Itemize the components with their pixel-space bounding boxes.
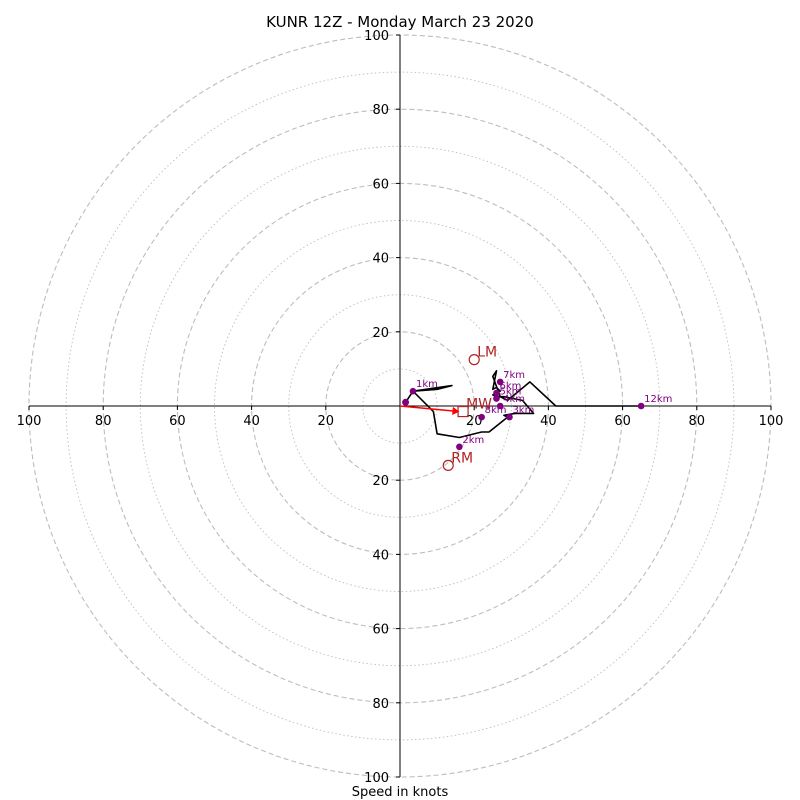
x-tick-label: 40 <box>243 414 260 429</box>
x-tick-label: 80 <box>689 414 706 429</box>
y-tick-label: 60 <box>372 623 389 638</box>
y-tick-label: 20 <box>372 326 389 341</box>
chart-title: KUNR 12Z - Monday March 23 2020 <box>266 13 534 31</box>
x-tick-label: 40 <box>540 414 557 429</box>
x-tick-label: 100 <box>759 414 784 429</box>
y-tick-label: 100 <box>364 29 389 44</box>
storm-label-RM: RM <box>451 450 473 466</box>
surface-point <box>402 398 410 406</box>
x-tick-label: 20 <box>318 414 335 429</box>
height-marker-6km <box>493 389 500 397</box>
height-marker-7km <box>496 378 504 386</box>
height-marker-8km <box>478 413 485 421</box>
x-tick-label: 20 <box>466 414 483 429</box>
y-tick-label: 100 <box>364 771 389 786</box>
y-tick-label: 20 <box>372 474 389 489</box>
height-label-5km: 5km <box>499 387 521 398</box>
height-marker-4km <box>496 402 504 410</box>
tick-labels: 100 80 60 40 20 20 40 60 80 100 100 80 60 40 20 20 40 60 8… <box>17 29 784 786</box>
mean-wind-vector <box>399 405 460 416</box>
height-label-6km: 6km <box>499 381 521 392</box>
x-axis-label: Speed in knots <box>352 785 449 800</box>
hodograph-trace <box>404 369 642 439</box>
y-tick-label: 40 <box>372 548 389 563</box>
height-marker-3km <box>506 413 513 421</box>
y-tick-label: 60 <box>372 177 389 192</box>
height-label-4km: 4km <box>503 394 525 405</box>
y-tick-label: 80 <box>372 103 389 118</box>
y-tick-label: 80 <box>372 697 389 712</box>
x-tick-label: 100 <box>17 414 42 429</box>
storm-motion-markers: LM RM MW <box>442 345 497 471</box>
storm-marker-LM <box>468 354 480 366</box>
storm-label-MW: MW <box>466 397 492 413</box>
y-tick-label: 40 <box>372 252 389 267</box>
mean-wind-shaft <box>399 405 454 412</box>
hodograph-line <box>404 369 642 439</box>
storm-marker-MW <box>457 405 469 418</box>
x-tick-label: 60 <box>614 414 631 429</box>
height-label-12km: 12km <box>644 394 672 405</box>
height-marker-1km <box>409 387 417 395</box>
height-label-2km: 2km <box>462 435 484 446</box>
x-tick-label: 60 <box>169 414 186 429</box>
x-tick-label: 80 <box>95 414 112 429</box>
height-label-8km: 8km <box>485 405 507 416</box>
height-label-3km: 3km <box>512 405 534 416</box>
height-marker-2km <box>456 443 463 451</box>
storm-label-LM: LM <box>477 345 497 361</box>
height-marker-12km <box>637 402 645 410</box>
storm-marker-RM <box>442 459 454 471</box>
height-label-7km: 7km <box>503 370 525 381</box>
height-marker-5km <box>493 395 500 402</box>
height-label-1km: 1km <box>416 379 438 390</box>
mean-wind-arrowhead <box>452 406 460 416</box>
